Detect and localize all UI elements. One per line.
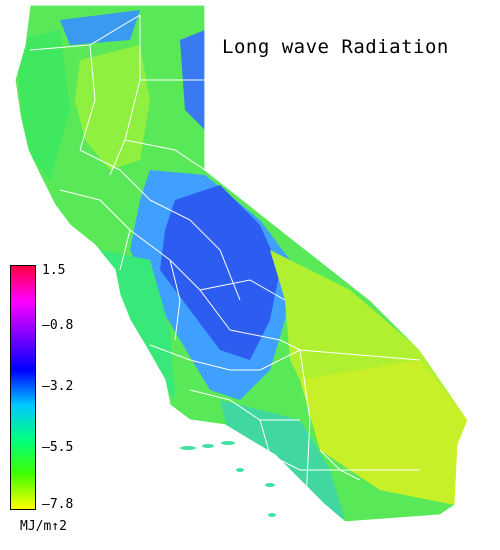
sierra-central-region: [160, 185, 280, 360]
legend-tick-label: 1.5: [42, 263, 66, 278]
sacramento-valley-region: [75, 45, 150, 170]
north-coast-region: [15, 30, 70, 180]
legend-color-bar: [10, 265, 36, 510]
southern-coast-region: [220, 400, 345, 520]
map-title: Long wave Radiation: [222, 36, 449, 58]
legend-tick-label: –0.8: [42, 318, 74, 333]
legend-tick-label: –7.8: [42, 497, 74, 512]
legend-tick-label: –5.5: [42, 440, 74, 455]
legend-tick-label: –3.2: [42, 379, 74, 394]
southeast-desert-region: [300, 360, 468, 505]
channel-islands: [180, 441, 276, 517]
state-border: [14, 4, 469, 523]
county-lines: [29, 14, 421, 521]
legend-unit-label: MJ/m↑2: [20, 519, 67, 534]
northern-mountains-region: [60, 10, 140, 45]
